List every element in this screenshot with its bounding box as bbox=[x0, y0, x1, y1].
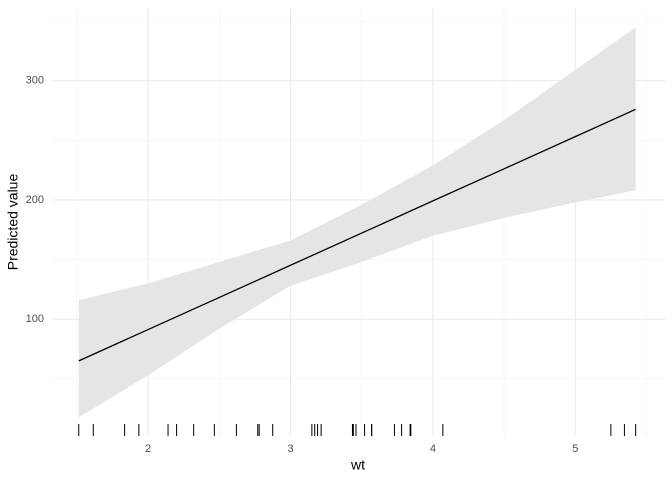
x-tick-label: 4 bbox=[430, 443, 436, 455]
confidence-band bbox=[78, 27, 636, 418]
y-axis-title: Predicted value bbox=[5, 174, 21, 271]
fit-line bbox=[78, 108, 636, 362]
y-tick-label: 200 bbox=[26, 194, 44, 206]
y-tick-label: 300 bbox=[26, 75, 44, 87]
y-tick-label: 100 bbox=[26, 313, 44, 325]
x-axis-title: wt bbox=[350, 457, 365, 473]
x-tick-label: 3 bbox=[287, 443, 293, 455]
x-tick-label: 2 bbox=[145, 443, 151, 455]
x-tick-label: 5 bbox=[572, 443, 578, 455]
